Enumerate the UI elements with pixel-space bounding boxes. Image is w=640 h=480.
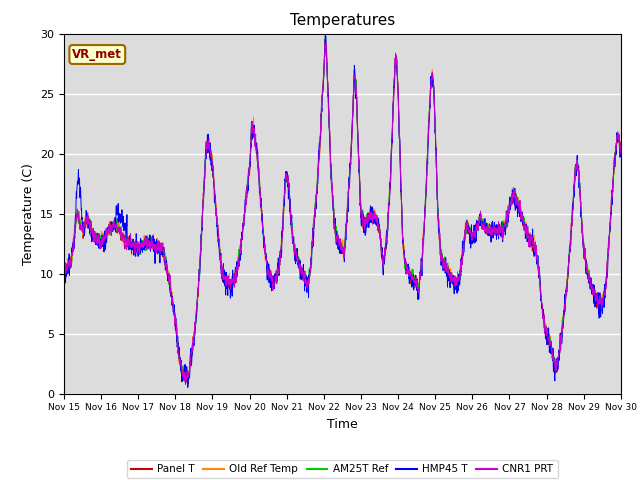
HMP45 T xyxy=(584,269,591,275)
Panel T xyxy=(216,242,223,248)
CNR1 PRT xyxy=(60,267,68,273)
AM25T Ref xyxy=(321,37,329,43)
AM25T Ref xyxy=(617,148,625,154)
HMP45 T xyxy=(505,214,513,220)
AM25T Ref xyxy=(568,216,576,222)
X-axis label: Time: Time xyxy=(327,418,358,431)
CNR1 PRT xyxy=(617,151,625,157)
CNR1 PRT xyxy=(216,247,223,253)
AM25T Ref xyxy=(216,240,223,246)
Panel T xyxy=(568,216,576,221)
Legend: Panel T, Old Ref Temp, AM25T Ref, HMP45 T, CNR1 PRT: Panel T, Old Ref Temp, AM25T Ref, HMP45 … xyxy=(127,460,557,479)
Old Ref Temp xyxy=(216,246,223,252)
AM25T Ref xyxy=(584,261,591,267)
CNR1 PRT xyxy=(359,221,367,227)
Panel T xyxy=(371,217,379,223)
Old Ref Temp xyxy=(359,208,367,214)
Y-axis label: Temperature (C): Temperature (C) xyxy=(22,163,35,264)
Panel T xyxy=(584,269,591,275)
HMP45 T xyxy=(184,384,191,390)
CNR1 PRT xyxy=(323,40,330,46)
HMP45 T xyxy=(371,213,379,219)
AM25T Ref xyxy=(505,206,513,212)
HMP45 T xyxy=(321,33,329,38)
HMP45 T xyxy=(568,215,576,221)
Line: AM25T Ref: AM25T Ref xyxy=(64,40,621,383)
Panel T xyxy=(617,149,625,155)
Old Ref Temp xyxy=(371,215,379,220)
AM25T Ref xyxy=(184,380,191,386)
CNR1 PRT xyxy=(182,379,190,385)
Old Ref Temp xyxy=(568,216,576,222)
AM25T Ref xyxy=(371,210,379,216)
Old Ref Temp xyxy=(184,376,192,382)
Old Ref Temp xyxy=(321,38,329,44)
AM25T Ref xyxy=(359,212,367,217)
AM25T Ref xyxy=(60,269,68,275)
Old Ref Temp xyxy=(60,272,68,277)
Old Ref Temp xyxy=(505,206,513,212)
Old Ref Temp xyxy=(617,149,625,155)
CNR1 PRT xyxy=(371,216,379,221)
Title: Temperatures: Temperatures xyxy=(290,13,395,28)
Line: Panel T: Panel T xyxy=(64,39,621,384)
CNR1 PRT xyxy=(505,209,513,215)
CNR1 PRT xyxy=(584,270,591,276)
HMP45 T xyxy=(359,222,367,228)
HMP45 T xyxy=(617,148,625,154)
HMP45 T xyxy=(216,253,223,259)
Text: VR_met: VR_met xyxy=(72,48,122,61)
Line: CNR1 PRT: CNR1 PRT xyxy=(64,43,621,382)
Panel T xyxy=(321,36,329,42)
Panel T xyxy=(505,212,513,217)
Panel T xyxy=(359,218,367,224)
HMP45 T xyxy=(60,264,68,270)
CNR1 PRT xyxy=(568,222,576,228)
Panel T xyxy=(182,382,189,387)
Panel T xyxy=(60,269,68,275)
Old Ref Temp xyxy=(584,267,591,273)
Line: Old Ref Temp: Old Ref Temp xyxy=(64,41,621,379)
Line: HMP45 T: HMP45 T xyxy=(64,36,621,387)
